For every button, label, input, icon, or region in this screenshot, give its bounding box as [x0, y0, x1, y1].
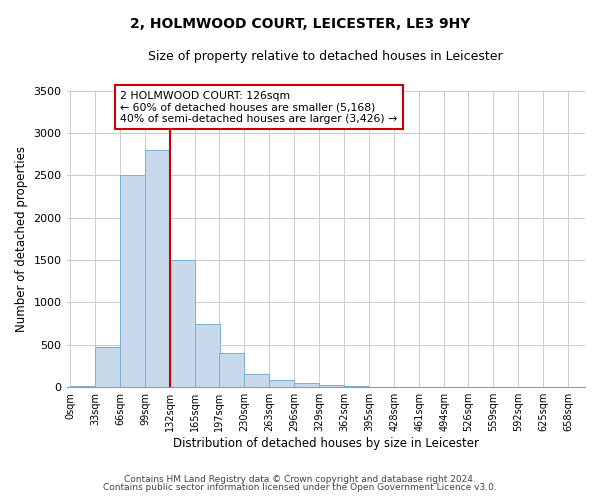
Bar — [244, 374, 269, 387]
Bar — [319, 384, 344, 387]
Text: Contains public sector information licensed under the Open Government Licence v3: Contains public sector information licen… — [103, 484, 497, 492]
Bar — [295, 382, 319, 387]
Bar — [269, 380, 295, 387]
Text: 2, HOLMWOOD COURT, LEICESTER, LE3 9HY: 2, HOLMWOOD COURT, LEICESTER, LE3 9HY — [130, 18, 470, 32]
Text: Contains HM Land Registry data © Crown copyright and database right 2024.: Contains HM Land Registry data © Crown c… — [124, 475, 476, 484]
Bar — [70, 386, 95, 387]
Bar — [95, 348, 120, 387]
X-axis label: Distribution of detached houses by size in Leicester: Distribution of detached houses by size … — [173, 437, 479, 450]
Bar — [145, 150, 170, 387]
Y-axis label: Number of detached properties: Number of detached properties — [15, 146, 28, 332]
Bar — [195, 324, 220, 387]
Bar — [120, 176, 145, 387]
Bar — [344, 386, 369, 387]
Title: Size of property relative to detached houses in Leicester: Size of property relative to detached ho… — [148, 50, 503, 63]
Text: 2 HOLMWOOD COURT: 126sqm
← 60% of detached houses are smaller (5,168)
40% of sem: 2 HOLMWOOD COURT: 126sqm ← 60% of detach… — [120, 90, 398, 124]
Bar — [220, 354, 244, 387]
Bar — [170, 260, 195, 387]
